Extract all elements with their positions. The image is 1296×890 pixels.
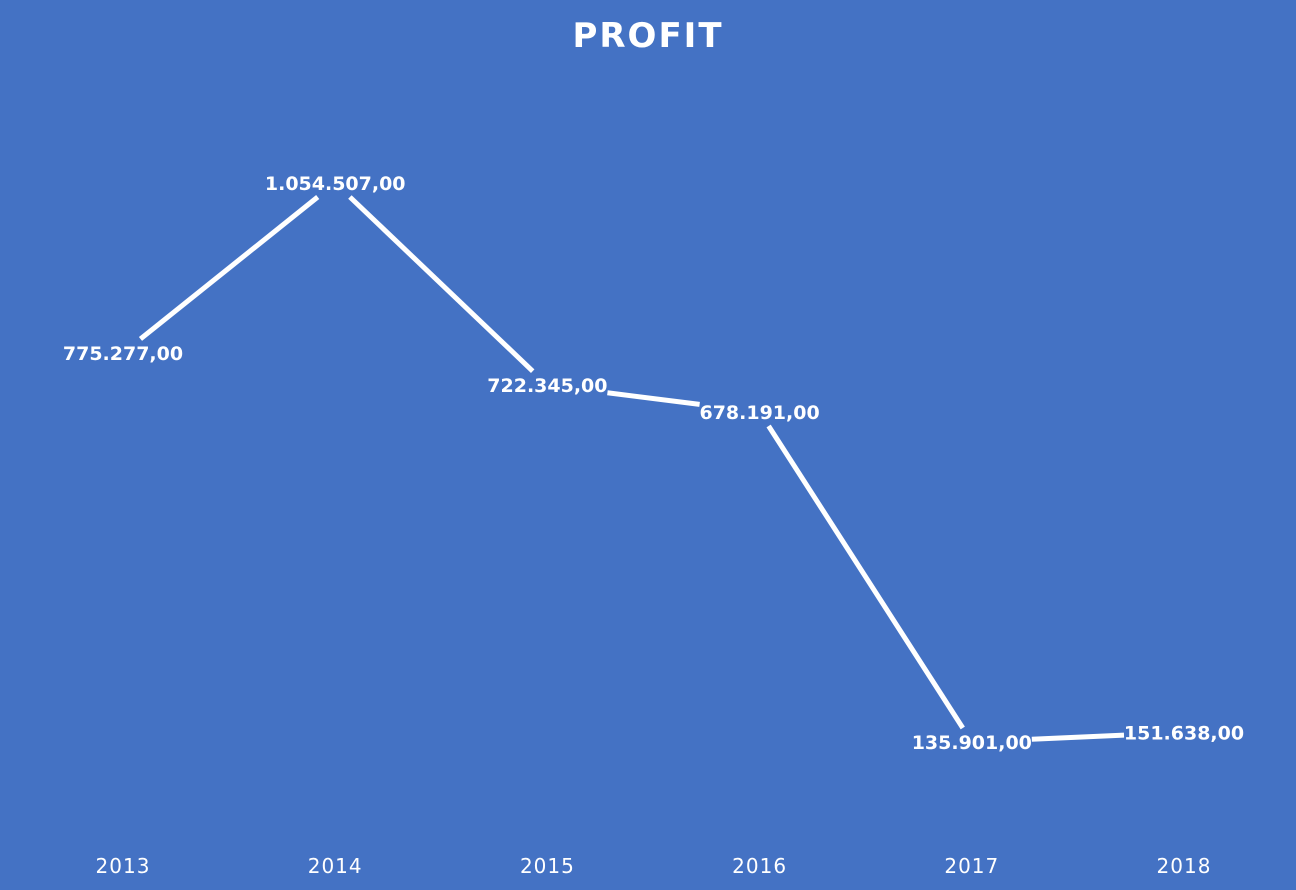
data-labels: 775.277,00 1.054.507,00 722.345,00 678.191,… (63, 173, 1244, 754)
data-label-2013: 775.277,00 (63, 343, 183, 365)
chart-title: PROFIT (572, 16, 724, 56)
data-label-2014: 1.054.507,00 (265, 173, 406, 195)
data-label-2015: 722.345,00 (487, 375, 607, 397)
x-axis: 2013 2014 2015 2016 2017 2018 (96, 854, 1212, 878)
series-line (138, 195, 1125, 742)
x-tick-label-2018: 2018 (1157, 854, 1212, 878)
line-segment-2015-2016 (607, 390, 700, 407)
line-segment-2014-2015 (348, 195, 535, 373)
x-tick-label-2016: 2016 (732, 854, 787, 878)
line-segment-2013-2014 (138, 195, 320, 341)
data-label-2017: 135.901,00 (912, 732, 1032, 754)
data-label-2016: 678.191,00 (699, 402, 819, 424)
x-tick-label-2015: 2015 (520, 854, 575, 878)
drop-lines (122, 201, 1185, 832)
data-label-2018: 151.638,00 (1124, 722, 1244, 744)
line-segment-2016-2017 (766, 424, 965, 730)
x-tick-label-2014: 2014 (308, 854, 363, 878)
x-tick-label-2017: 2017 (944, 854, 999, 878)
line-segment-2017-2018 (1031, 732, 1125, 742)
x-tick-label-2013: 2013 (96, 854, 151, 878)
